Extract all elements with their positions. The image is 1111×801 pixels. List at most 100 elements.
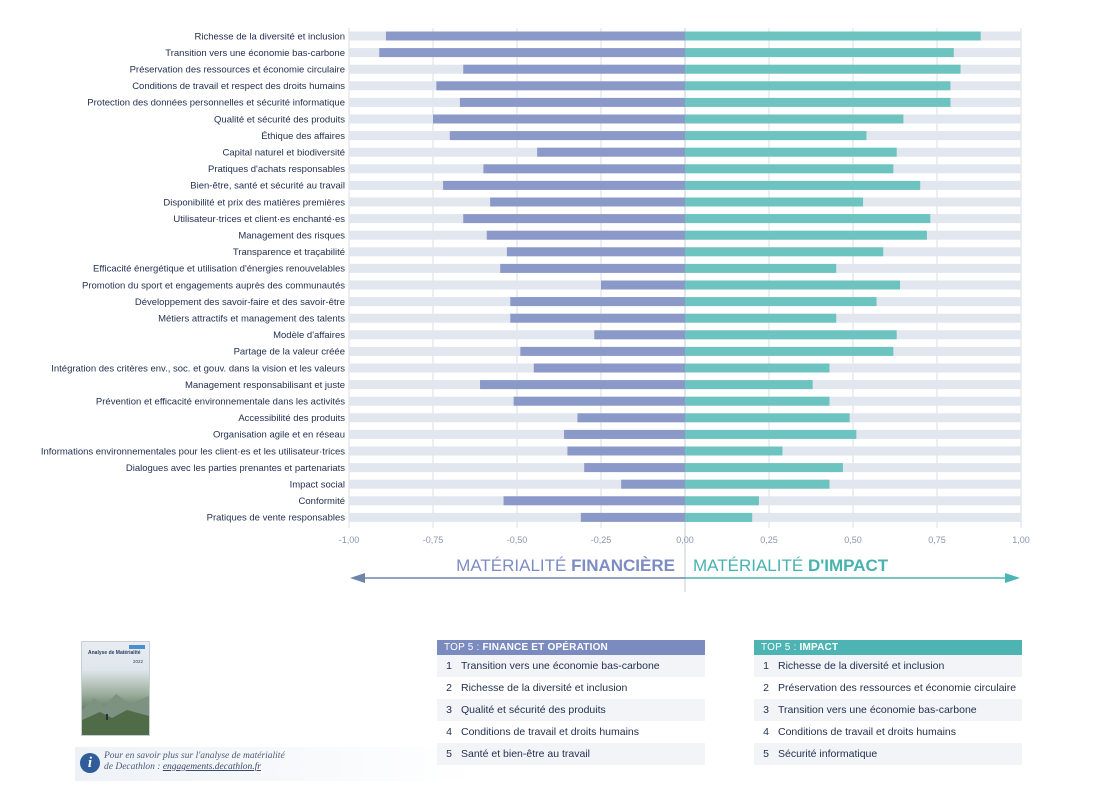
category-label: Impact social bbox=[290, 480, 345, 491]
cover-title: Analyse de Matérialité bbox=[88, 650, 141, 656]
top5-finance-list: 1 Transition vers une économie bas-carbon… bbox=[437, 655, 705, 765]
grid-layer bbox=[348, 28, 1022, 592]
bar-impact bbox=[685, 48, 954, 58]
bar-impact bbox=[685, 479, 830, 489]
bar-impact bbox=[685, 164, 894, 174]
arrow-head-right bbox=[1005, 573, 1020, 583]
bar-impact bbox=[685, 463, 843, 473]
top5-row: 3 Transition vers une économie bas-carbon… bbox=[754, 699, 1022, 721]
bar-financial bbox=[601, 280, 685, 290]
info-box: i Pour en savoir plus sur l'analyse de m… bbox=[75, 747, 475, 781]
category-label: Accessibilité des produits bbox=[238, 413, 345, 424]
axis-titles: MATÉRIALITÉ FINANCIÈRE MATÉRIALITÉ D'IMP… bbox=[456, 556, 889, 575]
bar-impact bbox=[685, 97, 951, 107]
category-label: Pratiques de vente responsables bbox=[207, 513, 346, 524]
bar-impact bbox=[685, 31, 981, 41]
top5-item-label: Richesse de la diversité et inclusion bbox=[778, 660, 945, 672]
bar-financial bbox=[580, 512, 685, 522]
bar-impact bbox=[685, 147, 897, 157]
cover-tag bbox=[129, 645, 145, 649]
bar-financial bbox=[503, 496, 685, 506]
bar-impact bbox=[685, 330, 897, 340]
category-label: Utilisateur·trices et client·es enchanté… bbox=[173, 214, 345, 225]
report-cover-thumbnail[interactable]: Analyse de Matérialité 2022 bbox=[81, 641, 150, 736]
bar-financial bbox=[449, 131, 685, 141]
top5-impact-table: TOP 5 : IMPACT 1 Richesse de la diversité… bbox=[754, 640, 1022, 765]
bar-impact bbox=[685, 297, 877, 307]
bar-impact bbox=[685, 180, 921, 190]
category-label: Éthique des affaires bbox=[261, 131, 345, 142]
category-label: Prévention et efficacité environnemental… bbox=[96, 397, 345, 408]
category-label: Modèle d'affaires bbox=[273, 330, 345, 341]
top5-rank: 1 bbox=[763, 660, 769, 672]
top5-row: 4 Conditions de travail et droits humains bbox=[754, 721, 1022, 743]
bar-financial bbox=[510, 297, 685, 307]
bar-financial bbox=[459, 97, 685, 107]
bar-financial bbox=[506, 247, 685, 257]
top5-rank: 3 bbox=[763, 704, 769, 716]
top5-finance-table: TOP 5 : FINANCE ET OPÉRATION 1 Transition… bbox=[437, 640, 705, 765]
bar-financial bbox=[500, 263, 685, 273]
category-label: Organisation agile et en réseau bbox=[213, 430, 345, 441]
bar-financial bbox=[436, 81, 685, 91]
bar-impact bbox=[685, 280, 901, 290]
top5-item-label: Préservation des ressources et économie … bbox=[778, 682, 1017, 694]
bar-impact bbox=[685, 197, 864, 207]
bar-financial bbox=[510, 313, 685, 323]
top5-rank: 5 bbox=[763, 748, 769, 760]
top5-row: 3 Qualité et sécurité des produits bbox=[437, 699, 705, 721]
top5-item-label: Conditions de travail et droits humains bbox=[778, 726, 957, 738]
top5-row: 2 Préservation des ressources et économie… bbox=[754, 677, 1022, 699]
top5-row: 2 Richesse de la diversité et inclusion bbox=[437, 677, 705, 699]
bar-impact bbox=[685, 313, 837, 323]
category-label: Promotion du sport et engagements auprès… bbox=[82, 280, 345, 291]
x-tick-label: 0,25 bbox=[760, 535, 778, 545]
info-text: Pour en savoir plus sur l'analyse de mat… bbox=[104, 751, 285, 773]
top5-rank: 5 bbox=[446, 748, 452, 760]
bar-financial bbox=[490, 197, 685, 207]
top5-rank: 2 bbox=[446, 682, 452, 694]
top5-impact-list: 1 Richesse de la diversité et inclusion 2 P… bbox=[754, 655, 1022, 765]
bar-financial bbox=[480, 380, 685, 390]
top5-rank: 2 bbox=[763, 682, 769, 694]
category-label: Pratiques d'achats responsables bbox=[208, 164, 345, 175]
bar-impact bbox=[685, 230, 927, 240]
category-label: Intégration des critères env., soc. et g… bbox=[51, 363, 345, 374]
x-tick-label: 0,75 bbox=[928, 535, 946, 545]
top5-item-label: Transition vers une économie bas-carbone bbox=[461, 660, 660, 672]
bar-financial bbox=[513, 396, 685, 406]
x-tick-label: -0,25 bbox=[591, 535, 612, 545]
bar-impact bbox=[685, 114, 904, 124]
bar-financial bbox=[584, 463, 685, 473]
bar-financial bbox=[433, 114, 685, 124]
bar-financial bbox=[577, 413, 685, 423]
category-label: Développement des savoir-faire et des sa… bbox=[135, 297, 345, 308]
bar-impact bbox=[685, 396, 830, 406]
arrow-head-left bbox=[350, 573, 365, 583]
bar-financial bbox=[463, 214, 685, 224]
info-link[interactable]: engagements.decathlon.fr bbox=[162, 762, 261, 772]
category-label: Richesse de la diversité et inclusion bbox=[195, 31, 346, 42]
category-label: Efficacité énergétique et utilisation d'… bbox=[93, 264, 345, 275]
bar-impact bbox=[685, 512, 753, 522]
bar-financial bbox=[379, 48, 685, 58]
bar-impact bbox=[685, 346, 894, 356]
category-label: Management des risques bbox=[238, 231, 345, 242]
top5-item-label: Richesse de la diversité et inclusion bbox=[461, 682, 628, 694]
x-tick-label: 1,00 bbox=[1012, 535, 1030, 545]
bar-impact bbox=[685, 380, 813, 390]
top5-rank: 4 bbox=[446, 726, 452, 738]
bar-financial bbox=[443, 180, 685, 190]
category-label: Transparence et traçabilité bbox=[233, 247, 345, 258]
bar-financial bbox=[385, 31, 685, 41]
x-tick-label: 0,00 bbox=[676, 535, 694, 545]
bar-financial bbox=[567, 446, 685, 456]
category-label: Métiers attractifs et management des tal… bbox=[158, 314, 345, 325]
info-icon: i bbox=[80, 753, 100, 773]
category-label: Transition vers une économie bas-carbone bbox=[165, 48, 345, 59]
category-label: Conditions de travail et respect des dro… bbox=[132, 81, 345, 92]
axis-arrows bbox=[350, 573, 1020, 583]
category-label: Bien-être, santé et sécurité au travail bbox=[190, 181, 345, 192]
bar-impact bbox=[685, 496, 759, 506]
bar-impact bbox=[685, 429, 857, 439]
